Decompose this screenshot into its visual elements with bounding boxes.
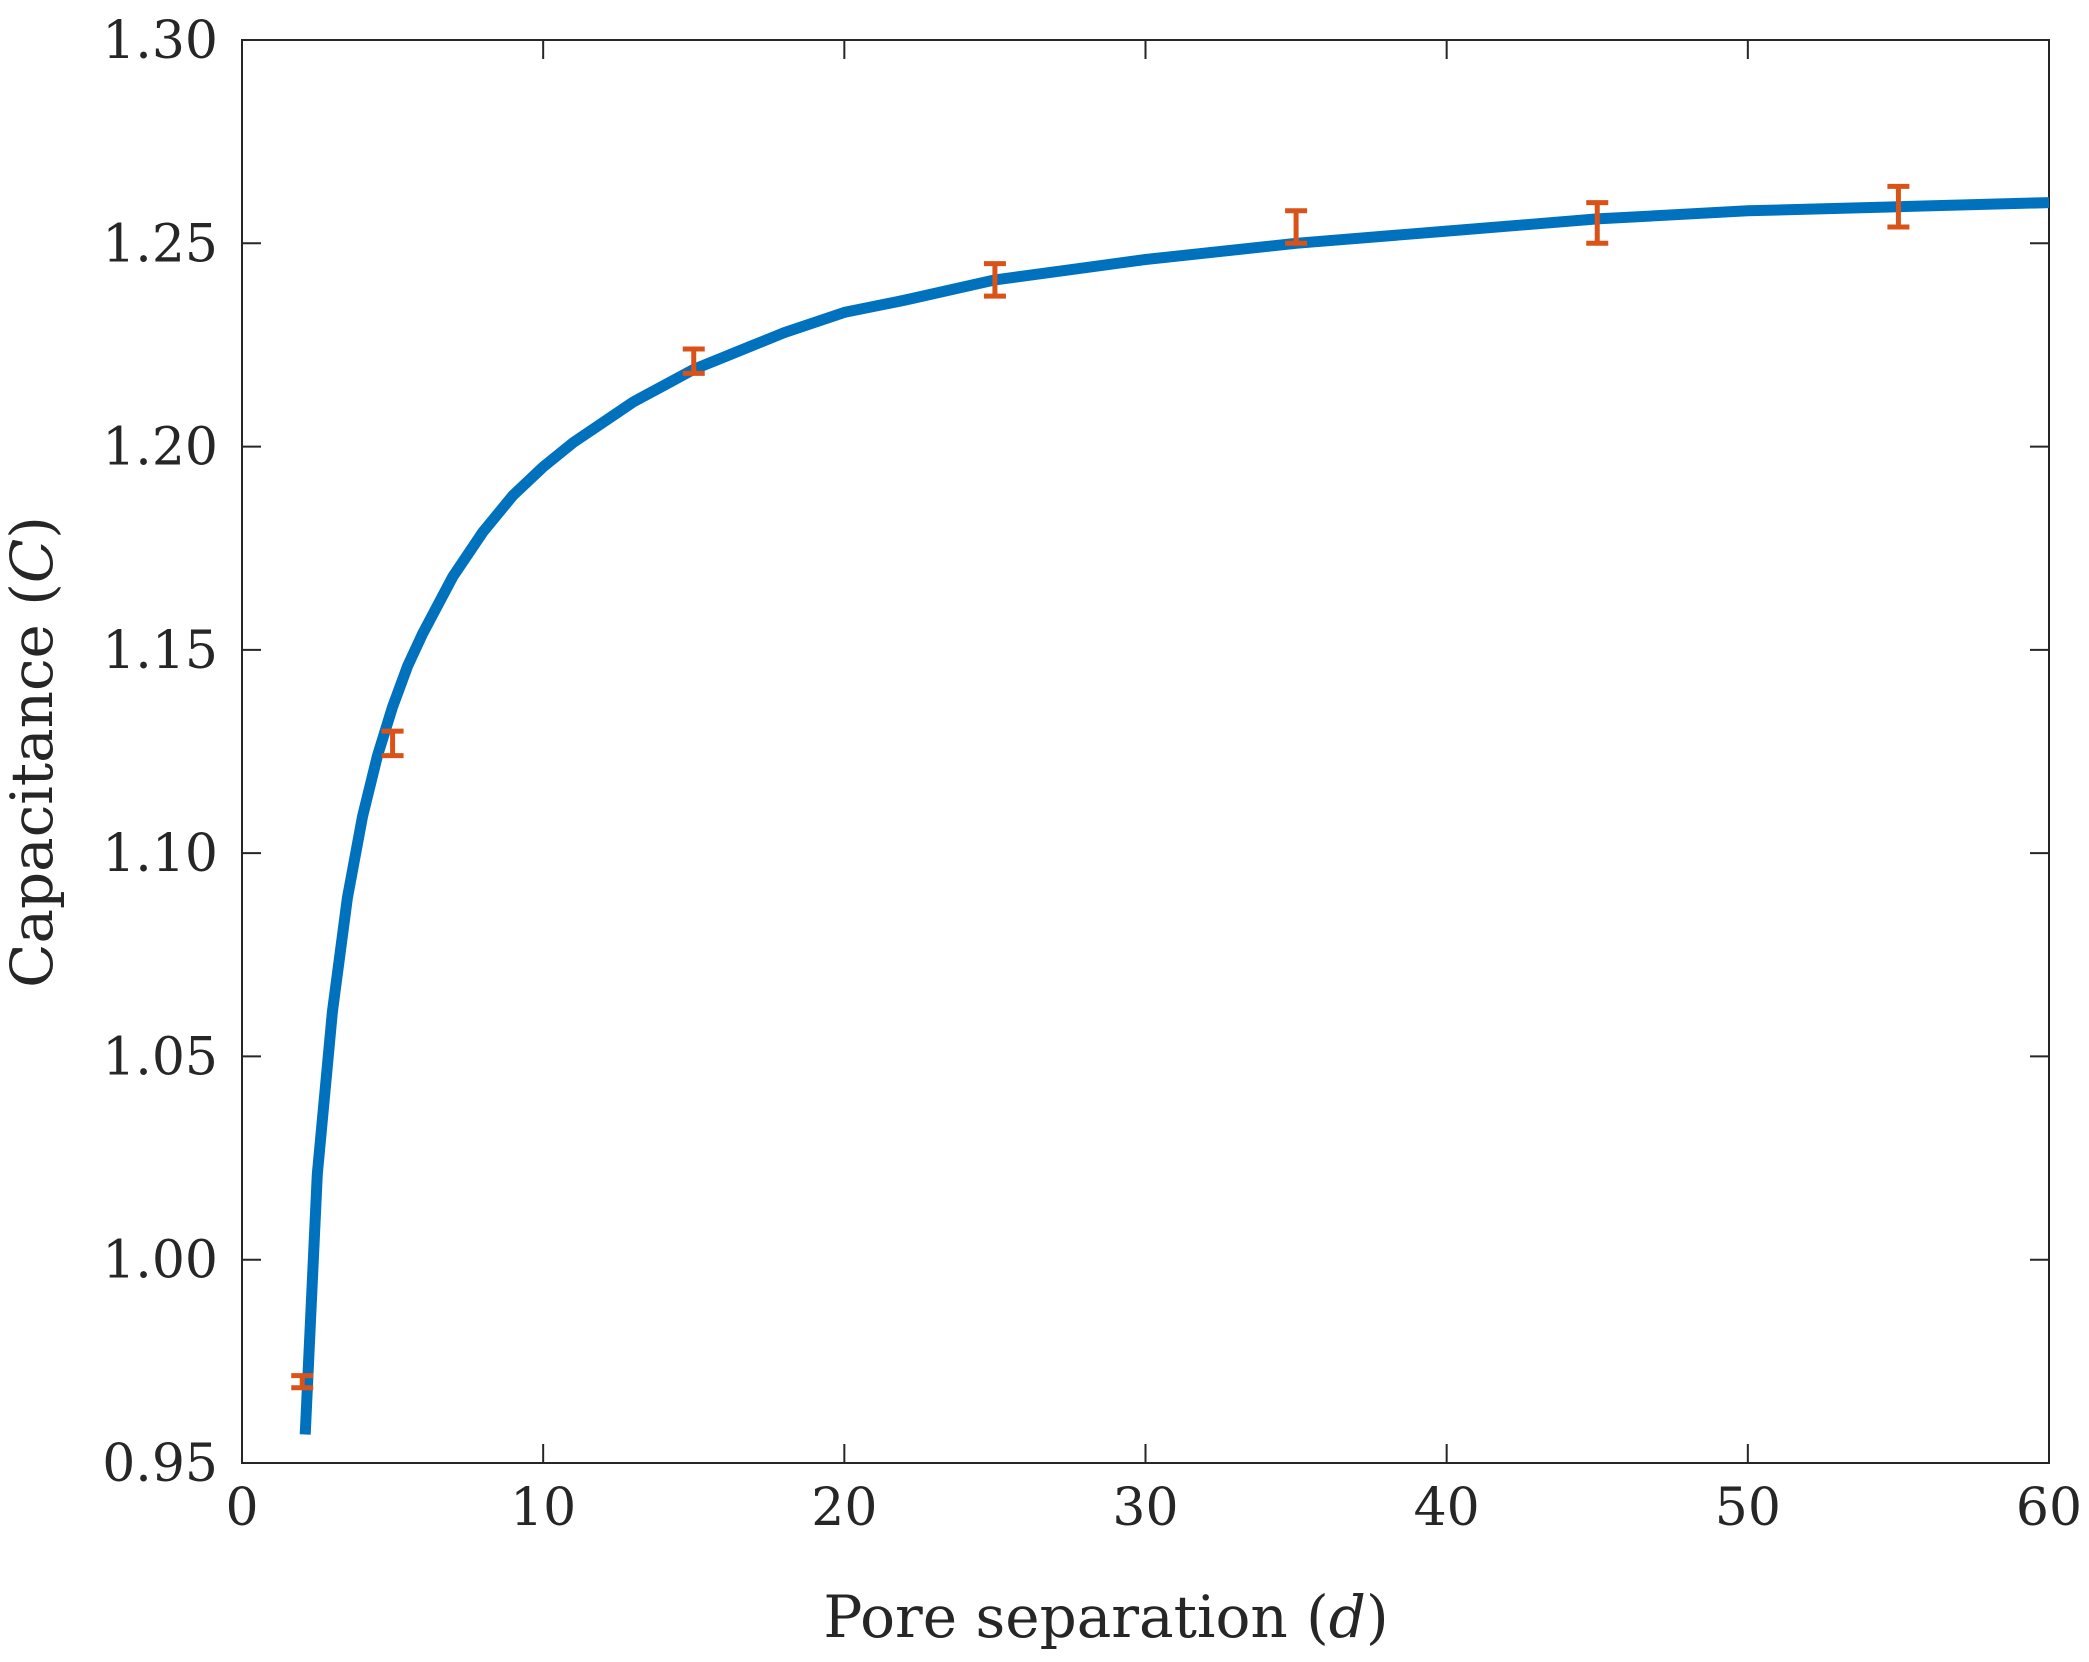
y-tick-label: 1.20 xyxy=(102,418,218,478)
errorbar-point xyxy=(381,728,404,759)
errorbar-point xyxy=(1285,208,1308,246)
x-tick-label: 50 xyxy=(1715,1478,1781,1538)
y-tick-label: 1.05 xyxy=(102,1027,218,1087)
y-axis-label: Capacitance (C) xyxy=(0,516,66,988)
y-tick-label: 1.30 xyxy=(102,11,218,71)
x-axis-label: Pore separation (d) xyxy=(823,1583,1388,1651)
series xyxy=(291,183,2050,1435)
plot-frame xyxy=(241,39,2050,1464)
y-tick-label: 1.10 xyxy=(102,824,218,884)
x-tick-label: 30 xyxy=(1112,1478,1178,1538)
errorbar-point xyxy=(1586,200,1609,246)
x-tick-label: 60 xyxy=(2016,1478,2082,1538)
fit-curve-line xyxy=(299,197,2050,1435)
x-tick-label: 40 xyxy=(1414,1478,1480,1538)
axis-labels: Pore separation (d) Capacitance (C) xyxy=(0,516,1389,1651)
x-tick-label: 20 xyxy=(811,1478,877,1538)
errorbar-point xyxy=(983,261,1006,299)
ticks: 0 10 20 30 40 50 60 0.95 1.00 1.05 1.10 1.15 1.20 1.2… xyxy=(102,11,2082,1538)
y-tick-label: 1.15 xyxy=(102,621,218,681)
y-tick-label: 1.25 xyxy=(102,214,218,274)
y-tick-label: 1.00 xyxy=(102,1231,218,1291)
y-tick-label: 0.95 xyxy=(102,1434,218,1494)
x-tick-label: 10 xyxy=(510,1478,576,1538)
errorbar-point xyxy=(682,346,705,376)
errorbar-point xyxy=(1887,183,1910,230)
axes xyxy=(241,39,2050,1464)
errorbar-point xyxy=(291,1373,314,1391)
x-tick-label: 0 xyxy=(225,1478,258,1538)
